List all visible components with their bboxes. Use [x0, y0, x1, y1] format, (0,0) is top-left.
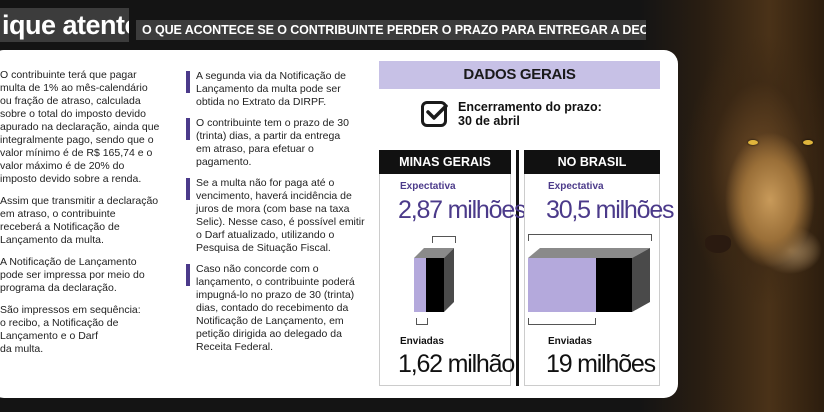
sent-label: Enviadas [548, 336, 592, 347]
lion-nose [705, 235, 731, 253]
expected-label: Expectativa [548, 181, 604, 192]
expected-value: 30,5 milhões [546, 196, 675, 224]
item-bullet-bar [186, 118, 190, 140]
paragraph: A Notificação de Lançamento pode ser imp… [0, 256, 145, 294]
expected-value: 2,87 milhões [398, 196, 527, 224]
item-bullet-bar [186, 71, 190, 93]
checkbox-icon [421, 101, 448, 127]
section-title: DADOS GERAIS [379, 61, 660, 89]
paragraph: Caso não concorde com o lançamento, o co… [196, 263, 355, 353]
divider [516, 150, 519, 386]
lion-eye [803, 140, 813, 145]
left-text-column: O contribuinte terá que pagar multa de 1… [0, 69, 170, 365]
region-title-br: NO BRASIL [524, 150, 660, 174]
page-subtitle: O QUE ACONTECE SE O CONTRIBUINTE PERDER … [136, 20, 646, 40]
bracket-mark [416, 318, 428, 325]
volume-box-br [528, 248, 650, 312]
list-item: O contribuinte tem o prazo de 30 (trinta… [186, 117, 368, 169]
list-item: A segunda via da Notificação de Lançamen… [186, 70, 368, 109]
lion-eye [748, 140, 758, 145]
expected-label: Expectativa [400, 181, 456, 192]
list-item: Caso não concorde com o lançamento, o co… [186, 263, 368, 354]
paragraph: O contribuinte terá que pagar multa de 1… [0, 69, 160, 185]
item-bullet-bar [186, 178, 190, 200]
checkmark-icon [426, 104, 448, 120]
sent-value: 1,62 milhão [398, 350, 515, 378]
item-bullet-bar [186, 264, 190, 286]
sent-value: 19 milhões [546, 350, 656, 378]
sent-label: Enviadas [400, 336, 444, 347]
paragraph: A segunda via da Notificação de Lançamen… [196, 70, 347, 108]
volume-box-mg [414, 248, 454, 312]
paragraph: Assim que transmitir a declaração em atr… [0, 195, 159, 246]
paragraph: São impressos em sequência: o recibo, a … [0, 304, 141, 355]
paragraph: O contribuinte tem o prazo de 30 (trinta… [196, 117, 349, 168]
deadline-text: Encerramento do prazo: 30 de abril [458, 100, 602, 128]
paragraph: Se a multa não for paga até o vencimento… [196, 177, 365, 254]
bracket-mark [432, 236, 456, 243]
bracket-mark [528, 234, 652, 241]
region-title-mg: MINAS GERAIS [379, 150, 511, 174]
bracket-mark [528, 318, 596, 325]
middle-text-column: A segunda via da Notificação de Lançamen… [186, 70, 368, 362]
page-title: ique atento [0, 8, 129, 42]
list-item: Se a multa não for paga até o vencimento… [186, 177, 368, 255]
